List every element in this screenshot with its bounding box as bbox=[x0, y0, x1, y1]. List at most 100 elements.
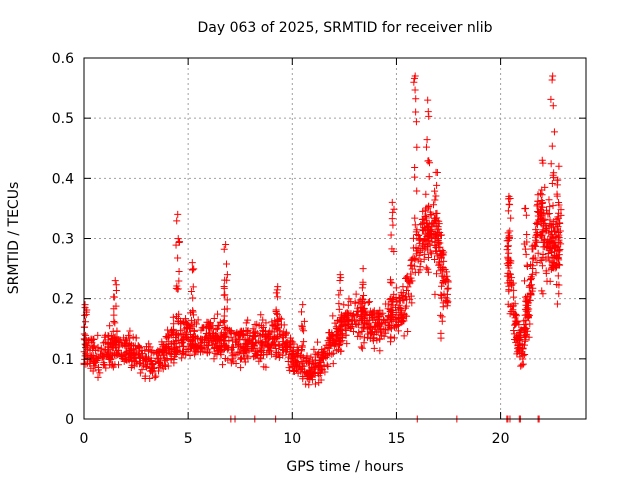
data-point bbox=[415, 231, 423, 239]
data-point bbox=[150, 364, 158, 372]
data-point bbox=[220, 329, 228, 337]
data-point bbox=[190, 332, 198, 340]
data-point bbox=[433, 235, 441, 243]
data-point bbox=[407, 262, 415, 270]
data-point bbox=[555, 228, 563, 236]
data-point bbox=[105, 332, 113, 340]
data-point bbox=[395, 311, 403, 319]
data-point bbox=[431, 196, 439, 204]
x-tick-label: 15 bbox=[388, 431, 406, 447]
data-point bbox=[557, 211, 565, 219]
data-point bbox=[546, 277, 554, 285]
data-point bbox=[241, 358, 249, 366]
data-point bbox=[220, 291, 228, 299]
data-point bbox=[235, 348, 243, 356]
data-point bbox=[408, 299, 416, 307]
data-point bbox=[179, 318, 187, 326]
data-point bbox=[112, 287, 120, 295]
grid bbox=[84, 58, 586, 419]
data-point bbox=[437, 329, 445, 337]
data-point bbox=[264, 331, 272, 339]
data-point bbox=[536, 190, 544, 198]
data-point bbox=[99, 353, 107, 361]
data-point bbox=[145, 340, 153, 348]
data-point bbox=[210, 314, 218, 322]
data-point bbox=[359, 265, 367, 273]
data-point bbox=[160, 340, 168, 348]
y-tick-label: 0.2 bbox=[52, 292, 74, 308]
data-point bbox=[416, 235, 424, 242]
data-point bbox=[112, 302, 120, 310]
data-point bbox=[412, 108, 420, 116]
data-point bbox=[102, 364, 110, 372]
data-point bbox=[538, 200, 546, 208]
data-point bbox=[335, 342, 343, 350]
data-point bbox=[189, 307, 197, 315]
data-point bbox=[212, 333, 220, 341]
data-point bbox=[342, 309, 350, 317]
data-point bbox=[255, 337, 263, 345]
data-point bbox=[523, 231, 531, 239]
data-point bbox=[525, 333, 533, 341]
data-point bbox=[403, 312, 411, 320]
data-point bbox=[522, 297, 530, 305]
data-point bbox=[522, 250, 530, 258]
data-point bbox=[318, 348, 326, 356]
data-point bbox=[389, 295, 397, 303]
data-point bbox=[311, 380, 319, 388]
data-point bbox=[174, 235, 182, 243]
data-point bbox=[320, 361, 328, 369]
data-point bbox=[298, 347, 306, 355]
data-point bbox=[263, 349, 271, 357]
data-point bbox=[425, 173, 433, 181]
data-point bbox=[553, 190, 561, 198]
data-point bbox=[380, 332, 388, 340]
data-point bbox=[523, 238, 531, 246]
data-point bbox=[403, 286, 411, 294]
data-point bbox=[274, 293, 282, 301]
data-point bbox=[173, 312, 181, 320]
data-point bbox=[265, 339, 273, 347]
data-point bbox=[416, 263, 424, 271]
data-point bbox=[369, 315, 377, 323]
data-point bbox=[358, 298, 366, 306]
data-point bbox=[335, 305, 343, 313]
data-point bbox=[514, 344, 522, 352]
data-point bbox=[431, 290, 439, 298]
data-point bbox=[286, 337, 294, 345]
data-point bbox=[555, 261, 563, 269]
data-point bbox=[337, 347, 345, 355]
data-point bbox=[522, 311, 530, 319]
data-point bbox=[557, 240, 565, 248]
data-point bbox=[555, 247, 563, 255]
data-point bbox=[358, 284, 366, 292]
data-point bbox=[424, 96, 432, 104]
data-point bbox=[541, 243, 549, 251]
data-point bbox=[220, 245, 228, 253]
y-tick-label: 0.1 bbox=[52, 352, 74, 368]
data-point bbox=[548, 231, 556, 239]
data-point bbox=[538, 186, 546, 194]
data-point bbox=[280, 333, 288, 341]
data-point bbox=[126, 327, 134, 335]
data-point bbox=[113, 327, 121, 335]
data-point bbox=[127, 364, 135, 372]
data-point bbox=[197, 344, 205, 352]
data-point bbox=[303, 369, 311, 377]
data-point bbox=[222, 342, 230, 350]
data-point bbox=[426, 232, 434, 240]
data-point bbox=[394, 306, 402, 314]
data-point bbox=[433, 270, 441, 278]
data-point bbox=[443, 268, 451, 276]
data-point bbox=[436, 258, 444, 266]
data-point bbox=[388, 296, 396, 304]
data-point bbox=[424, 268, 432, 276]
data-point bbox=[523, 304, 531, 312]
data-point bbox=[350, 327, 358, 335]
data-point bbox=[422, 190, 430, 198]
data-point bbox=[517, 333, 525, 341]
data-point bbox=[424, 254, 432, 262]
data-point bbox=[147, 357, 155, 365]
data-point bbox=[228, 352, 236, 360]
data-point bbox=[397, 317, 405, 325]
